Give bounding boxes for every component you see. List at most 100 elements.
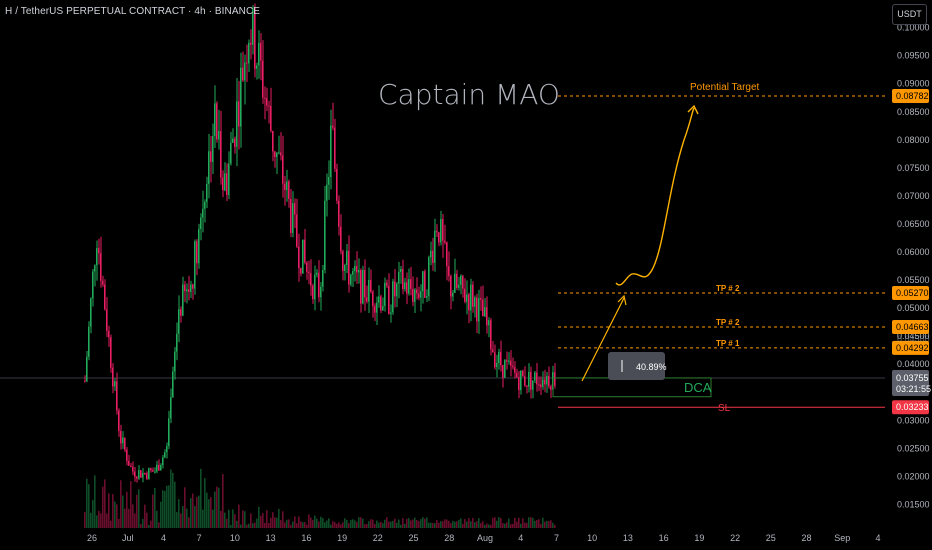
- price-tag-label: 0.04663: [896, 322, 929, 332]
- candle-body: [188, 289, 190, 292]
- candle-body: [334, 127, 336, 169]
- volume-bar: [350, 519, 352, 528]
- candle-body: [516, 372, 518, 378]
- candle-body: [144, 472, 146, 474]
- symbol-header[interactable]: H / TetherUS PERPETUAL CONTRACT · 4h · B…: [5, 6, 261, 17]
- candle-body: [274, 151, 276, 157]
- candle-body: [94, 265, 96, 272]
- volume-bar: [260, 515, 262, 528]
- candle-body: [164, 452, 166, 458]
- volume-bar: [332, 521, 334, 528]
- candle-body: [398, 271, 400, 284]
- y-tick-label: 0.02500: [897, 443, 930, 453]
- candle-body: [124, 437, 126, 450]
- volume-bar: [384, 519, 386, 528]
- volume-bar: [250, 513, 252, 528]
- y-tick-label: 0.09000: [897, 79, 930, 89]
- candle-body: [386, 282, 388, 286]
- volume-bar: [174, 481, 176, 528]
- volume-bar: [124, 508, 126, 528]
- volume-bar: [116, 504, 118, 528]
- volume-bar: [522, 518, 524, 528]
- volume-bar: [100, 513, 102, 528]
- volume-bar: [278, 508, 280, 528]
- candle-body: [418, 293, 420, 298]
- volume-bar: [272, 512, 274, 528]
- volume-bar: [538, 519, 540, 528]
- candle-body: [316, 272, 318, 275]
- volume-bar: [302, 522, 304, 528]
- volume-bar: [98, 510, 100, 528]
- x-tick-label: 7: [554, 533, 559, 543]
- candle-body: [84, 381, 86, 383]
- candle-body: [158, 464, 160, 471]
- candle-body: [456, 273, 458, 288]
- volume-bar: [196, 496, 198, 528]
- candle-body: [358, 269, 360, 273]
- volume-bar: [170, 469, 172, 528]
- candle-body: [162, 457, 164, 466]
- y-tick-label: 0.01500: [897, 499, 930, 509]
- candle-body: [404, 282, 406, 290]
- currency-button[interactable]: USDT: [892, 4, 927, 25]
- volume-bar: [438, 522, 440, 528]
- candle-body: [356, 265, 358, 273]
- volume-bar: [206, 492, 208, 528]
- volume-bar: [386, 517, 388, 528]
- candle-body: [508, 360, 510, 362]
- candle-body: [414, 289, 416, 302]
- candle-body: [494, 352, 496, 368]
- watermark-text: Captain MAO: [378, 78, 560, 111]
- time-axis: [0, 528, 885, 550]
- candle-body: [532, 380, 534, 390]
- volume-bar: [90, 512, 92, 528]
- volume-bar: [418, 521, 420, 528]
- volume-bar: [378, 522, 380, 528]
- volume-bar: [152, 494, 154, 528]
- volume-bar: [258, 506, 260, 528]
- candle-body: [260, 42, 262, 61]
- volume-bar: [232, 509, 234, 528]
- volume-bar: [230, 524, 232, 528]
- volume-bar: [466, 521, 468, 528]
- volume-bar: [284, 522, 286, 528]
- volume-bar: [392, 520, 394, 528]
- candle-body: [312, 285, 314, 300]
- volume-bar: [176, 512, 178, 528]
- y-tick-label: 0.05500: [897, 275, 930, 285]
- volume-bar: [280, 520, 282, 528]
- volume-bar: [374, 524, 376, 528]
- candle-body: [470, 284, 472, 311]
- volume-bar: [434, 523, 436, 528]
- volume-bar: [398, 519, 400, 528]
- candle-body: [394, 281, 396, 297]
- candle-body: [408, 279, 410, 294]
- measure-tooltip-label: 40.89%: [636, 362, 667, 372]
- volume-bar: [416, 520, 418, 528]
- y-tick-label: 0.09500: [897, 51, 930, 61]
- volume-bar: [198, 495, 200, 528]
- volume-bar: [104, 479, 106, 528]
- candle-body: [172, 371, 174, 398]
- volume-bar: [252, 523, 254, 528]
- volume-bar: [208, 499, 210, 528]
- volume-bar: [298, 516, 300, 528]
- candle-body: [490, 320, 492, 350]
- candle-body: [142, 472, 144, 478]
- volume-bar: [512, 523, 514, 528]
- projection-arrowhead-1: [617, 294, 627, 306]
- volume-bar: [488, 524, 490, 528]
- candle-body: [192, 284, 194, 289]
- volume-bar: [544, 521, 546, 528]
- volume-bar: [204, 478, 206, 528]
- x-tick-label: 22: [730, 533, 740, 543]
- candle-body: [368, 279, 370, 302]
- candle-body: [378, 296, 380, 303]
- volume-bar: [86, 478, 88, 528]
- volume-bar: [92, 499, 94, 528]
- candle-body: [180, 309, 182, 316]
- candle-body: [198, 228, 200, 264]
- volume-bar: [436, 520, 438, 528]
- candle-body: [466, 294, 468, 302]
